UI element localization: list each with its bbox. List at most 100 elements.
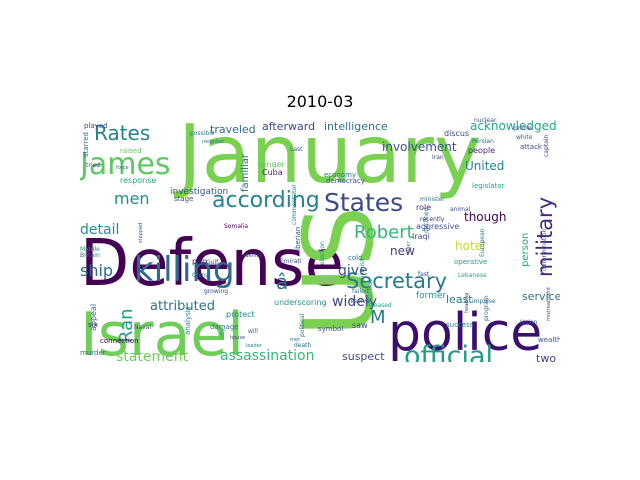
word-93: operative [454, 258, 487, 266]
word-45: Last [290, 146, 303, 153]
word-88: failed [352, 288, 369, 295]
word-4: US [283, 206, 395, 337]
word-78: democracy [326, 177, 365, 185]
word-58: Emirati [280, 258, 302, 265]
word-80: Persian [472, 138, 494, 145]
word-119: house [230, 335, 245, 341]
word-12: Robert [354, 222, 414, 243]
word-33: suspect [342, 350, 385, 362]
word-13: Rates [94, 121, 150, 145]
word-69: Naval [134, 324, 151, 331]
word-39: investigation [170, 187, 228, 197]
word-68: six [88, 321, 98, 329]
word-41: played [84, 122, 108, 130]
word-96: commentator [291, 184, 298, 225]
word-27: traveled [210, 123, 256, 136]
word-76: discus [444, 129, 469, 138]
word-17: give [338, 263, 368, 279]
word-103: declined [423, 207, 430, 233]
word-122: tiger [406, 240, 412, 253]
word-46: economy [324, 171, 356, 179]
page-title: 2010-03 [286, 92, 354, 111]
word-117: city [219, 328, 226, 339]
word-112: white [516, 134, 533, 141]
word-65: retreat [366, 279, 374, 303]
word-92: animal [450, 206, 471, 213]
word-81: fast [418, 271, 430, 278]
word-74: nuclear [474, 117, 497, 124]
word-55: pop [192, 257, 207, 266]
word-50: role [416, 203, 431, 212]
word-54: singer [260, 160, 285, 169]
word-47: people [468, 146, 495, 155]
word-19: statement [116, 349, 189, 362]
word-90: Lebanese [458, 272, 487, 279]
word-9: according [212, 188, 320, 213]
word-106: captain [543, 135, 550, 157]
word-35: least [446, 293, 473, 306]
word-67: appeal [89, 304, 98, 331]
word-77: minister [420, 196, 445, 203]
word-31: though [464, 210, 506, 224]
word-49: aggressive [416, 222, 459, 231]
word-63: saw [352, 321, 368, 330]
word-57: Somalia [224, 223, 248, 230]
word-44: Cuba [262, 168, 283, 177]
word-104: impulse [472, 298, 496, 305]
word-95: Gulf [206, 259, 219, 266]
word-87: will [248, 328, 258, 335]
word-28: new [390, 244, 415, 258]
word-23: acknowledged [470, 119, 557, 133]
word-1: Defense [80, 227, 344, 301]
word-102: recently [420, 216, 445, 223]
word-43: possible [190, 130, 215, 137]
word-107: European [479, 228, 486, 257]
word-118: leader [246, 343, 263, 349]
word-113: identify [244, 253, 263, 259]
word-60: damage [210, 323, 239, 331]
word-52: response [120, 176, 156, 185]
word-84: Britain [80, 252, 100, 259]
word-5: killing [134, 250, 235, 290]
word-20: detail [80, 222, 119, 238]
word-115: force [116, 165, 129, 171]
word-11: military [533, 197, 557, 277]
word-99: Iberian [294, 227, 302, 251]
word-111: dismiss [359, 259, 366, 281]
word-83: Middle [80, 246, 100, 253]
word-24: involvement [382, 140, 457, 154]
word-32: person [520, 233, 531, 267]
word-36: service [522, 290, 560, 303]
word-6: official [404, 341, 493, 362]
word-56: China [192, 272, 209, 279]
word-14: Ran [116, 308, 137, 343]
word-64: released [366, 302, 392, 309]
word-51: Iraqi [412, 232, 430, 241]
word-101: political [299, 313, 306, 337]
word-120: met [290, 337, 300, 343]
word-42: raised [120, 147, 142, 155]
word-34: two [536, 352, 556, 362]
word-62: symbol [318, 325, 343, 333]
word-100: election [319, 241, 326, 265]
word-53: stage [174, 195, 193, 203]
word-59: protect [226, 310, 255, 319]
word-30: United [465, 159, 504, 173]
word-0: January [173, 117, 481, 201]
word-66: success [446, 321, 474, 329]
word-109: program [483, 295, 490, 321]
word-86: death [294, 342, 312, 349]
word-70: murder [80, 349, 106, 357]
word-8: States [324, 188, 403, 217]
word-97: starred [82, 132, 90, 157]
word-116: stopped [138, 223, 144, 243]
word-15: men [114, 189, 150, 208]
word-2: Israel [80, 300, 244, 362]
word-121: Iran [432, 154, 444, 161]
word-37: M [370, 307, 386, 328]
word-89: resolve [348, 298, 370, 305]
word-94: cold [348, 254, 363, 262]
word-75: prime [514, 125, 532, 132]
word-73: wealthy [538, 336, 560, 344]
word-85: growing [204, 288, 228, 295]
